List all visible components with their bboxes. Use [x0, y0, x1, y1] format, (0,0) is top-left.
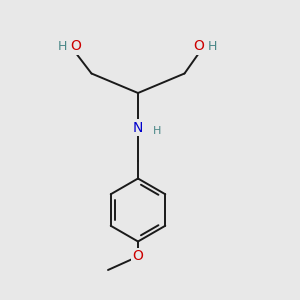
Text: O: O: [70, 40, 81, 53]
Text: O: O: [194, 40, 204, 53]
Text: H: H: [208, 40, 217, 53]
Text: N: N: [133, 121, 143, 134]
Text: O: O: [133, 250, 143, 263]
Text: H: H: [57, 40, 67, 53]
Text: H: H: [153, 125, 162, 136]
